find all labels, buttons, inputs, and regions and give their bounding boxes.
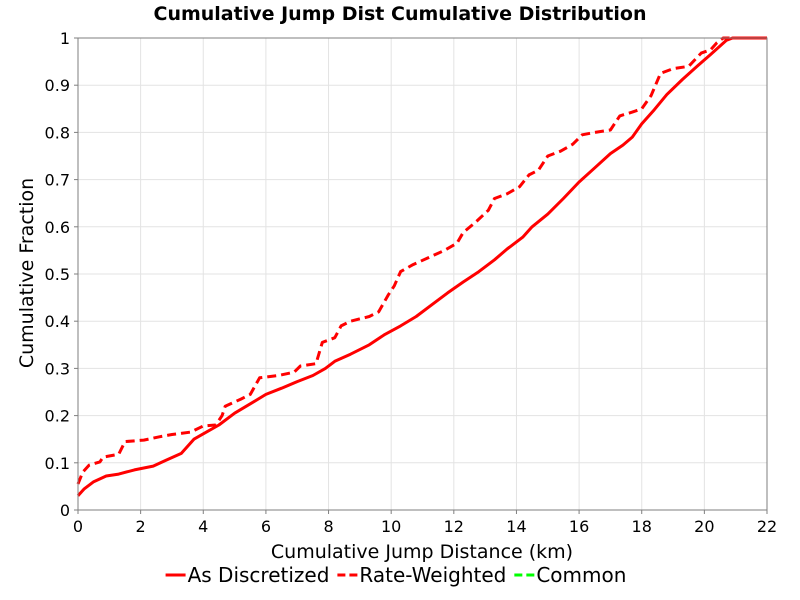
x-tick-label: 18 [632, 517, 652, 536]
chart-title: Cumulative Jump Dist Cumulative Distribu… [154, 3, 647, 25]
x-tick-label: 0 [73, 517, 83, 536]
x-tick-label: 10 [381, 517, 401, 536]
y-tick-label: 0.8 [45, 123, 70, 142]
y-axis-ticks: 0 0.1 0.2 0.3 0.4 0.5 0.6 0.7 0.8 0.9 1 [45, 29, 78, 520]
y-tick-label: 0.9 [45, 76, 70, 95]
x-axis-ticks: 0 2 4 6 8 10 12 14 16 18 20 22 [73, 510, 777, 536]
x-tick-label: 8 [323, 517, 333, 536]
series-line-rate-weighted [76, 36, 767, 485]
series-layer [76, 36, 767, 497]
x-tick-label: 2 [136, 517, 146, 536]
y-axis-label: Cumulative Fraction [16, 178, 38, 368]
x-tick-label: 12 [444, 517, 464, 536]
y-tick-label: 0 [60, 501, 70, 520]
legend: As Discretized Rate-Weighted Common [165, 563, 626, 587]
grid-layer [77, 37, 768, 511]
y-tick-label: 0.2 [45, 407, 70, 426]
x-tick-label: 14 [506, 517, 526, 536]
y-tick-label: 1 [60, 29, 70, 48]
y-tick-label: 0.4 [45, 312, 70, 331]
x-tick-label: 20 [694, 517, 714, 536]
y-tick-label: 0.7 [45, 171, 70, 190]
series-line-as-discretized [76, 36, 767, 497]
x-axis-label: Cumulative Jump Distance (km) [271, 541, 573, 563]
plot-area [76, 36, 768, 511]
x-tick-label: 22 [757, 517, 777, 536]
x-tick-label: 6 [261, 517, 271, 536]
x-tick-label: 4 [198, 517, 208, 536]
x-tick-label: 16 [569, 517, 589, 536]
legend-label: Common [536, 563, 626, 587]
legend-label: Rate-Weighted [359, 563, 506, 587]
y-tick-label: 0.5 [45, 265, 70, 284]
y-tick-label: 0.6 [45, 218, 70, 237]
y-tick-label: 0.1 [45, 454, 70, 473]
legend-label: As Discretized [188, 563, 330, 587]
y-tick-label: 0.3 [45, 359, 70, 378]
